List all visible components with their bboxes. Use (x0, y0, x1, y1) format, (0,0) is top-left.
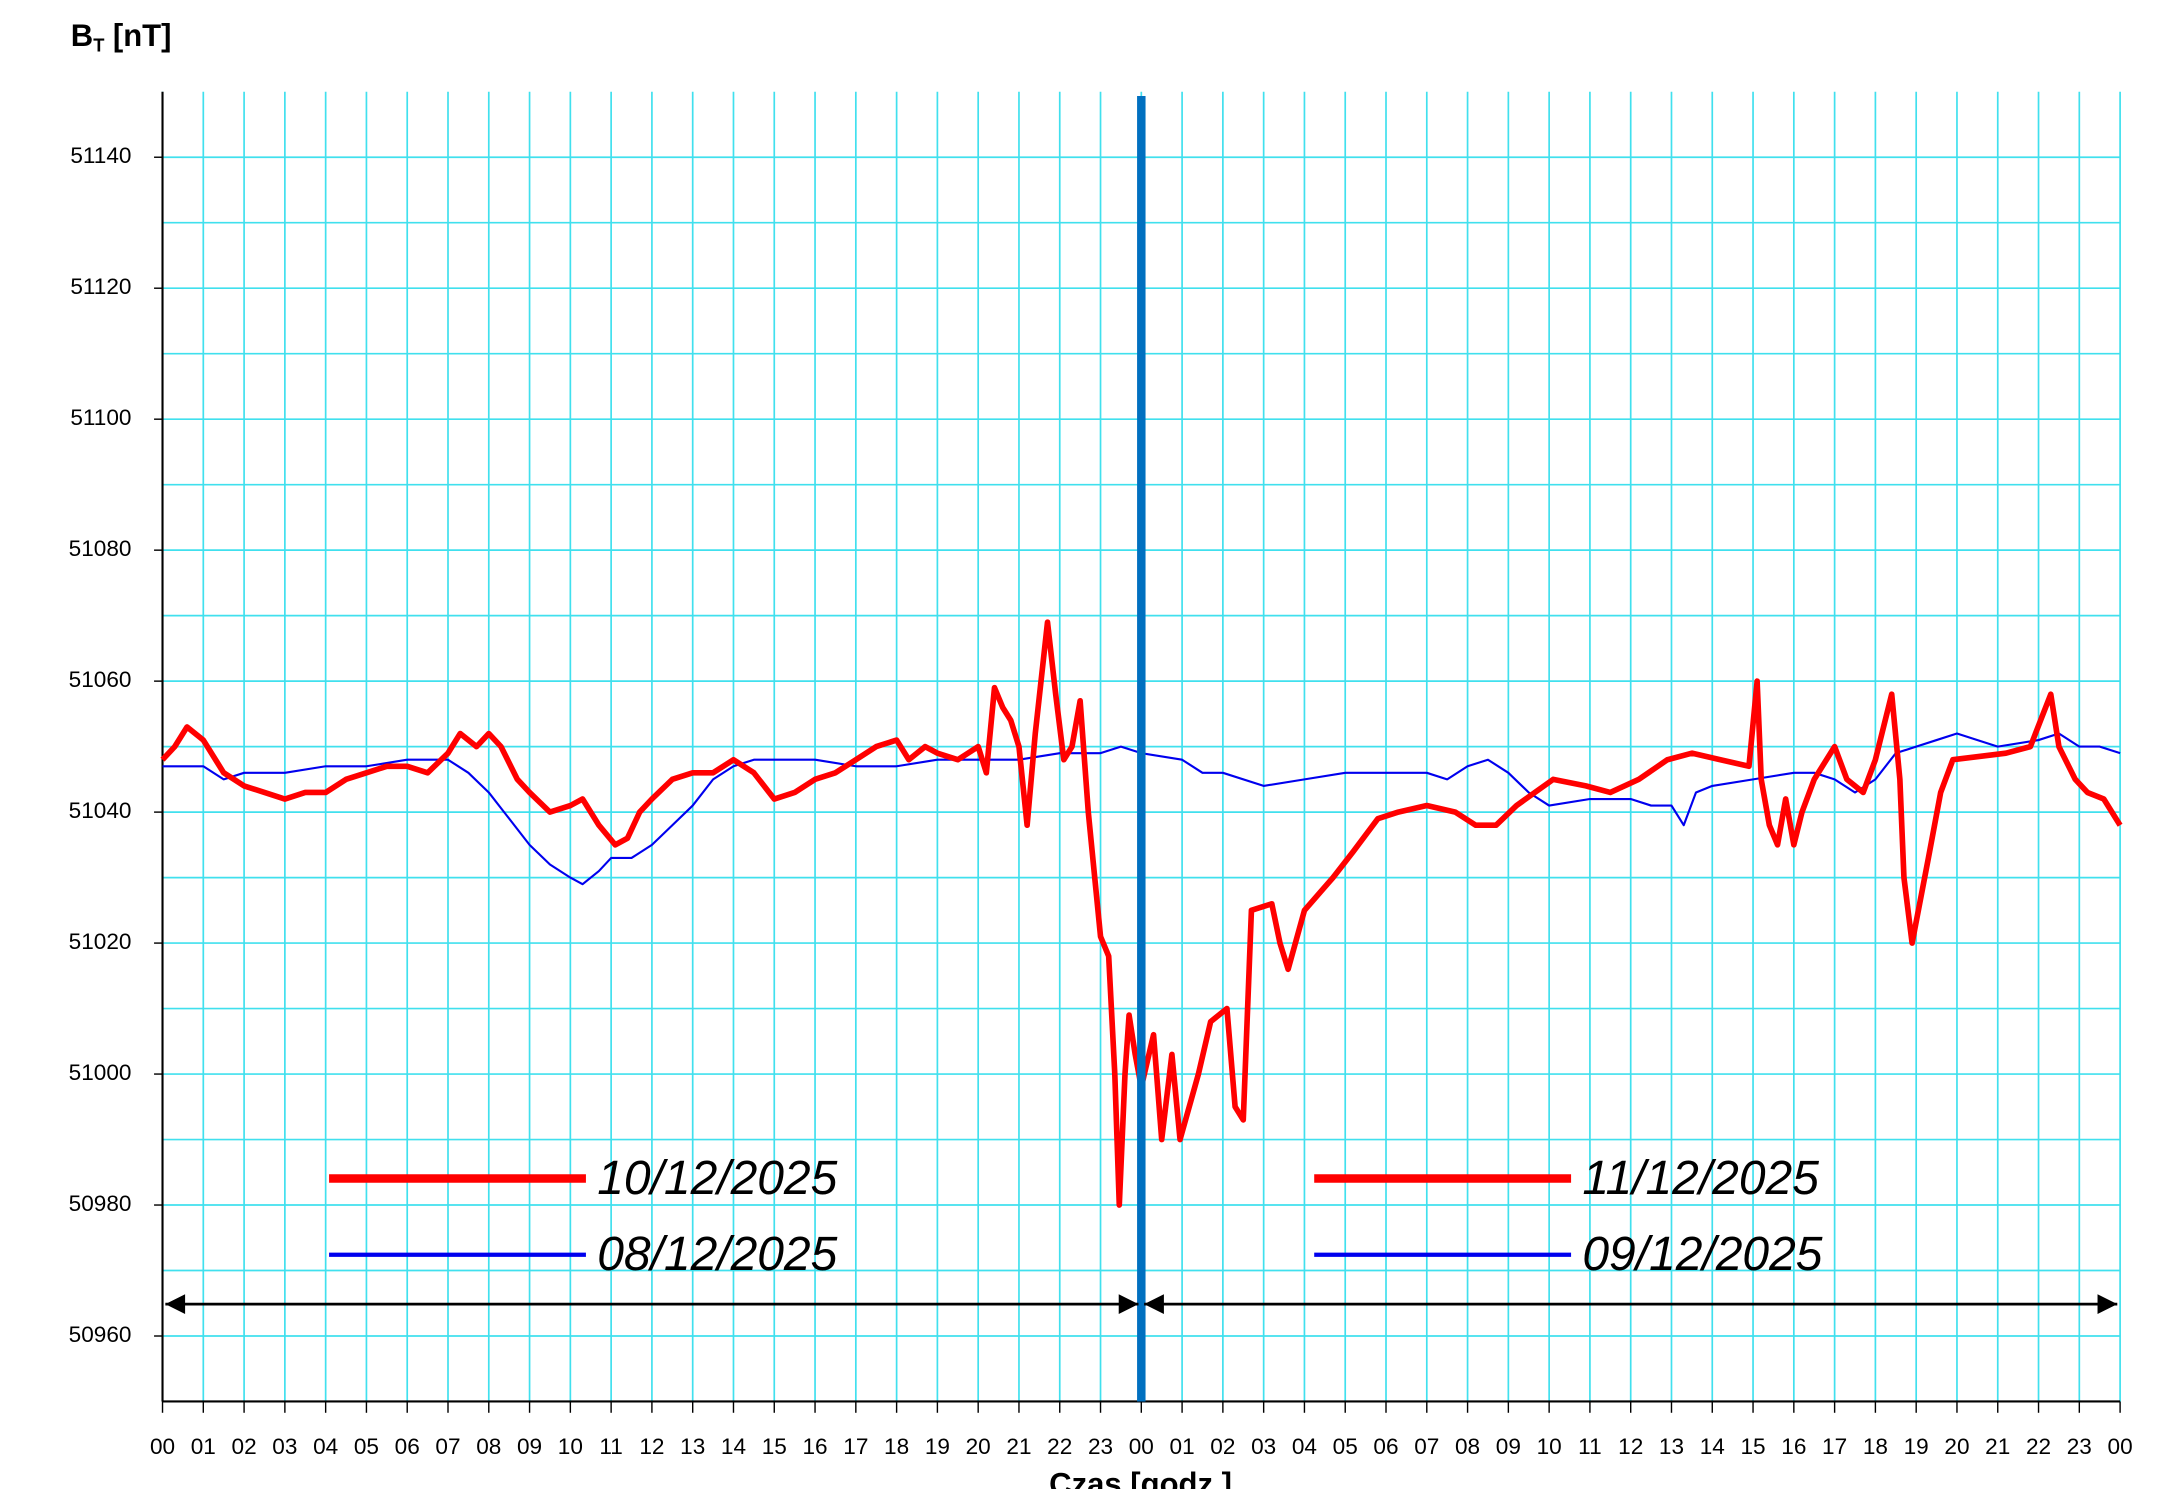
x-tick-label: 05 (354, 1434, 379, 1459)
x-tick-label: 07 (435, 1434, 460, 1459)
x-tick-label: 11 (599, 1434, 622, 1459)
series-line (160, 619, 1145, 1208)
x-tick-label: 21 (1985, 1434, 2010, 1459)
y-tick-label: 51020 (69, 929, 132, 954)
x-tick-label: 12 (639, 1434, 664, 1459)
y-title-unit: [nT] (113, 18, 172, 53)
x-tick-label: 02 (232, 1434, 257, 1459)
x-tick-label: 14 (1700, 1434, 1725, 1459)
x-tick-label: 06 (395, 1434, 420, 1459)
x-tick-label: 19 (1904, 1434, 1929, 1459)
x-tick-label: 11 (1578, 1434, 1601, 1459)
x-tick-label: 20 (1944, 1434, 1969, 1459)
y-axis-title: BT [nT] (71, 18, 172, 55)
x-tick-label: 10 (1537, 1434, 1562, 1459)
x-tick-label: 03 (272, 1434, 297, 1459)
y-tick-label: 51040 (69, 798, 132, 823)
arrow-head (1118, 1294, 1139, 1314)
x-tick-label: 20 (966, 1434, 991, 1459)
x-tick-label: 09 (517, 1434, 542, 1459)
x-axis-title: Czas [godz.] (1049, 1466, 1232, 1489)
y-tick-label: 50960 (69, 1322, 132, 1347)
x-tick-label: 13 (680, 1434, 705, 1459)
x-tick-label: 04 (1292, 1434, 1317, 1459)
x-tick-label: 02 (1210, 1434, 1235, 1459)
x-tick-label: 23 (1088, 1434, 1113, 1459)
y-tick-label: 51060 (69, 667, 132, 692)
y-tick-label: 51100 (70, 405, 131, 430)
x-tick-label: 17 (843, 1434, 868, 1459)
x-tick-label: 09 (1496, 1434, 1521, 1459)
y-title-main: B (71, 18, 93, 53)
x-tick-label: 08 (476, 1434, 501, 1459)
series-line (1138, 678, 2123, 1143)
x-tick-label: 03 (1251, 1434, 1276, 1459)
x-tick-label: 00 (150, 1434, 175, 1459)
x-tick-label: 05 (1333, 1434, 1358, 1459)
x-tick-label: 14 (721, 1434, 746, 1459)
legend-label: 08/12/2025 (597, 1228, 837, 1281)
x-tick-label: 15 (762, 1434, 787, 1459)
x-tick-label: 01 (191, 1434, 216, 1459)
y-tick-label: 51080 (69, 536, 132, 561)
x-tick-label: 22 (1047, 1434, 1072, 1459)
x-tick-label: 10 (558, 1434, 583, 1459)
y-title-sub: T (93, 34, 104, 55)
x-tick-label: 06 (1373, 1434, 1398, 1459)
x-tick-label: 21 (1006, 1434, 1031, 1459)
legend-label: 11/12/2025 (1582, 1152, 1819, 1205)
x-tick-label: 23 (2067, 1434, 2092, 1459)
y-tick-label: 50980 (69, 1191, 132, 1216)
legend-label: 09/12/2025 (1582, 1228, 1822, 1281)
x-tick-label: 04 (313, 1434, 338, 1459)
legend-label: 10/12/2025 (597, 1152, 837, 1205)
x-tick-label: 15 (1740, 1434, 1765, 1459)
x-tick-label: 01 (1170, 1434, 1195, 1459)
x-tick-label: 18 (1863, 1434, 1888, 1459)
arrow-head (1144, 1294, 1164, 1314)
x-tick-label: 00 (1129, 1434, 1154, 1459)
series-line (1141, 732, 2121, 827)
x-tick-label: 08 (1455, 1434, 1480, 1459)
y-tick-label: 51120 (70, 274, 131, 299)
x-tick-label: 16 (802, 1434, 827, 1459)
arrow-head (165, 1294, 186, 1314)
x-tick-label: 00 (2108, 1434, 2133, 1459)
x-tick-label: 16 (1781, 1434, 1806, 1459)
x-tick-label: 13 (1659, 1434, 1684, 1459)
x-tick-label: 22 (2026, 1434, 2051, 1459)
y-tick-label: 51000 (69, 1060, 132, 1085)
x-tick-label: 07 (1414, 1434, 1439, 1459)
arrow-head (2097, 1294, 2118, 1314)
x-tick-label: 17 (1822, 1434, 1847, 1459)
x-tick-label: 12 (1618, 1434, 1643, 1459)
x-tick-label: 19 (925, 1434, 950, 1459)
x-tick-label: 18 (884, 1434, 909, 1459)
y-tick-label: 51140 (70, 143, 131, 168)
series-line (162, 745, 1142, 886)
